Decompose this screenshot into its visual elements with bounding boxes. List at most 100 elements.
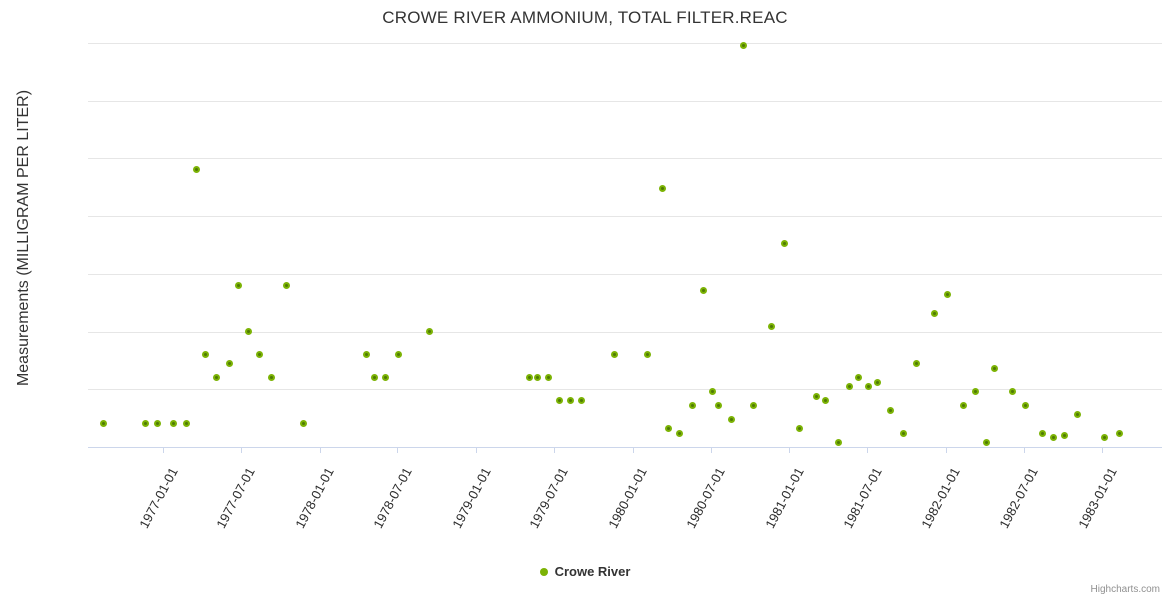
data-point[interactable] <box>525 374 533 382</box>
x-axis-tick-label: 1981-07-01 <box>839 465 885 531</box>
x-axis-tick <box>789 447 791 453</box>
data-point[interactable] <box>534 374 542 382</box>
data-point[interactable] <box>845 383 853 391</box>
data-point[interactable] <box>1021 401 1029 409</box>
x-axis-tick <box>710 447 712 453</box>
data-point[interactable] <box>658 184 666 192</box>
x-axis-tick-label: 1980-01-01 <box>605 465 650 531</box>
data-point[interactable] <box>689 401 697 409</box>
x-axis-tick <box>1102 447 1104 453</box>
data-point[interactable] <box>426 328 434 336</box>
data-point[interactable] <box>796 425 804 433</box>
gridline <box>88 389 1162 391</box>
data-point[interactable] <box>169 420 177 428</box>
data-point[interactable] <box>141 420 149 428</box>
data-point[interactable] <box>750 401 758 409</box>
x-axis-tick <box>553 447 555 453</box>
data-point[interactable] <box>991 365 999 372</box>
data-point[interactable] <box>99 420 107 428</box>
data-point[interactable] <box>873 378 881 386</box>
data-point[interactable] <box>1061 431 1069 439</box>
data-point[interactable] <box>371 374 379 382</box>
data-point[interactable] <box>982 438 990 446</box>
x-axis-tick <box>476 447 477 453</box>
data-point[interactable] <box>913 360 921 368</box>
data-point[interactable] <box>1039 429 1047 437</box>
x-axis-tick-label: 1983-01-01 <box>1075 465 1120 531</box>
data-point[interactable] <box>192 166 200 174</box>
data-point[interactable] <box>767 323 775 331</box>
data-point[interactable] <box>644 351 651 359</box>
data-point[interactable] <box>567 397 575 405</box>
data-point[interactable] <box>944 291 952 299</box>
gridline <box>88 100 1162 102</box>
data-point[interactable] <box>930 309 938 317</box>
data-point[interactable] <box>545 374 553 382</box>
data-point[interactable] <box>900 429 908 437</box>
data-point[interactable] <box>282 281 290 289</box>
x-axis-tick <box>867 447 869 453</box>
data-point[interactable] <box>676 429 684 437</box>
x-axis-tick-label: 1978-07-01 <box>369 465 415 531</box>
data-point[interactable] <box>362 351 370 359</box>
x-axis-tick <box>240 447 242 453</box>
data-point[interactable] <box>1100 434 1108 442</box>
data-point[interactable] <box>1074 411 1082 419</box>
gridline <box>88 447 1162 448</box>
x-axis-tick-label: 1982-01-01 <box>918 465 964 531</box>
legend-item-label[interactable]: Crowe River <box>554 564 631 579</box>
data-point[interactable] <box>812 392 820 400</box>
x-axis-tick <box>397 447 399 453</box>
data-point[interactable] <box>183 420 191 428</box>
data-point[interactable] <box>959 401 967 409</box>
gridline <box>88 43 1162 44</box>
data-point[interactable] <box>971 388 979 396</box>
data-point[interactable] <box>854 374 862 382</box>
x-axis-tick-label: 1979-07-01 <box>526 465 571 531</box>
data-point[interactable] <box>887 406 895 414</box>
x-axis-tick-label: 1977-01-01 <box>135 465 181 531</box>
data-point[interactable] <box>256 351 264 359</box>
data-point[interactable] <box>665 425 673 433</box>
x-axis-tick <box>163 447 165 453</box>
data-point[interactable] <box>300 420 308 428</box>
x-axis-tick <box>945 447 947 453</box>
data-point[interactable] <box>225 360 233 368</box>
data-point[interactable] <box>234 281 242 289</box>
x-axis-tick <box>319 447 321 453</box>
data-point[interactable] <box>1050 434 1058 442</box>
x-axis-tick-label: 1979-01-01 <box>448 465 494 531</box>
data-point[interactable] <box>728 415 736 423</box>
data-point[interactable] <box>780 240 788 248</box>
data-point[interactable] <box>739 41 747 49</box>
data-point[interactable] <box>556 397 564 405</box>
x-axis-tick <box>1023 447 1025 453</box>
data-point[interactable] <box>700 286 708 294</box>
data-point[interactable] <box>715 401 723 409</box>
data-point[interactable] <box>821 397 829 405</box>
data-point[interactable] <box>1116 429 1124 437</box>
data-point[interactable] <box>1008 388 1016 396</box>
chart-legend[interactable]: Crowe River <box>0 564 1170 579</box>
data-point[interactable] <box>578 397 586 405</box>
data-point[interactable] <box>201 351 209 359</box>
data-point[interactable] <box>834 438 842 446</box>
legend-marker-icon <box>539 567 548 576</box>
x-axis-tick-label: 1977-07-01 <box>213 465 258 531</box>
data-point[interactable] <box>610 351 618 359</box>
gridline <box>88 273 1162 275</box>
data-point[interactable] <box>267 374 275 382</box>
data-point[interactable] <box>212 374 220 382</box>
data-point[interactable] <box>708 388 716 396</box>
x-axis-tick-label: 1982-07-01 <box>996 465 1041 531</box>
data-point[interactable] <box>154 420 162 428</box>
x-axis-tick-label: 1981-01-01 <box>762 465 807 531</box>
data-point[interactable] <box>395 351 403 359</box>
gridline <box>88 331 1162 333</box>
plot-area: 00.0250.050.0750.10.1250.150.175 1977-01… <box>88 41 1162 531</box>
data-point[interactable] <box>382 374 390 382</box>
data-point[interactable] <box>245 328 253 336</box>
highcharts-credits[interactable]: Highcharts.com <box>1090 584 1160 595</box>
data-point[interactable] <box>865 383 873 391</box>
